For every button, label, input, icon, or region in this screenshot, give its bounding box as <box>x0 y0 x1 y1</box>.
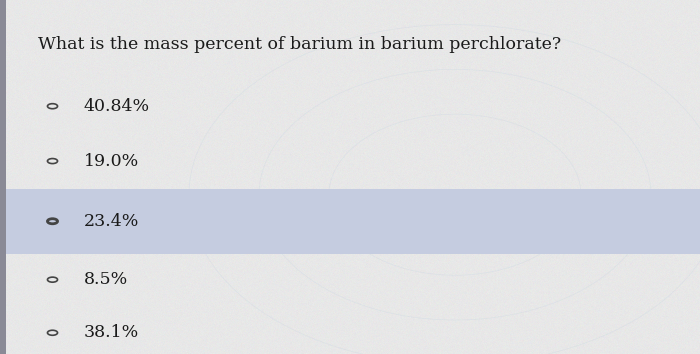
Text: What is the mass percent of barium in barium perchlorate?: What is the mass percent of barium in ba… <box>38 36 561 53</box>
Text: 40.84%: 40.84% <box>84 98 150 115</box>
Text: 38.1%: 38.1% <box>84 324 139 341</box>
FancyBboxPatch shape <box>6 189 700 254</box>
Text: 8.5%: 8.5% <box>84 271 128 288</box>
Text: 19.0%: 19.0% <box>84 153 139 170</box>
FancyBboxPatch shape <box>0 0 6 354</box>
Text: 23.4%: 23.4% <box>84 213 139 230</box>
